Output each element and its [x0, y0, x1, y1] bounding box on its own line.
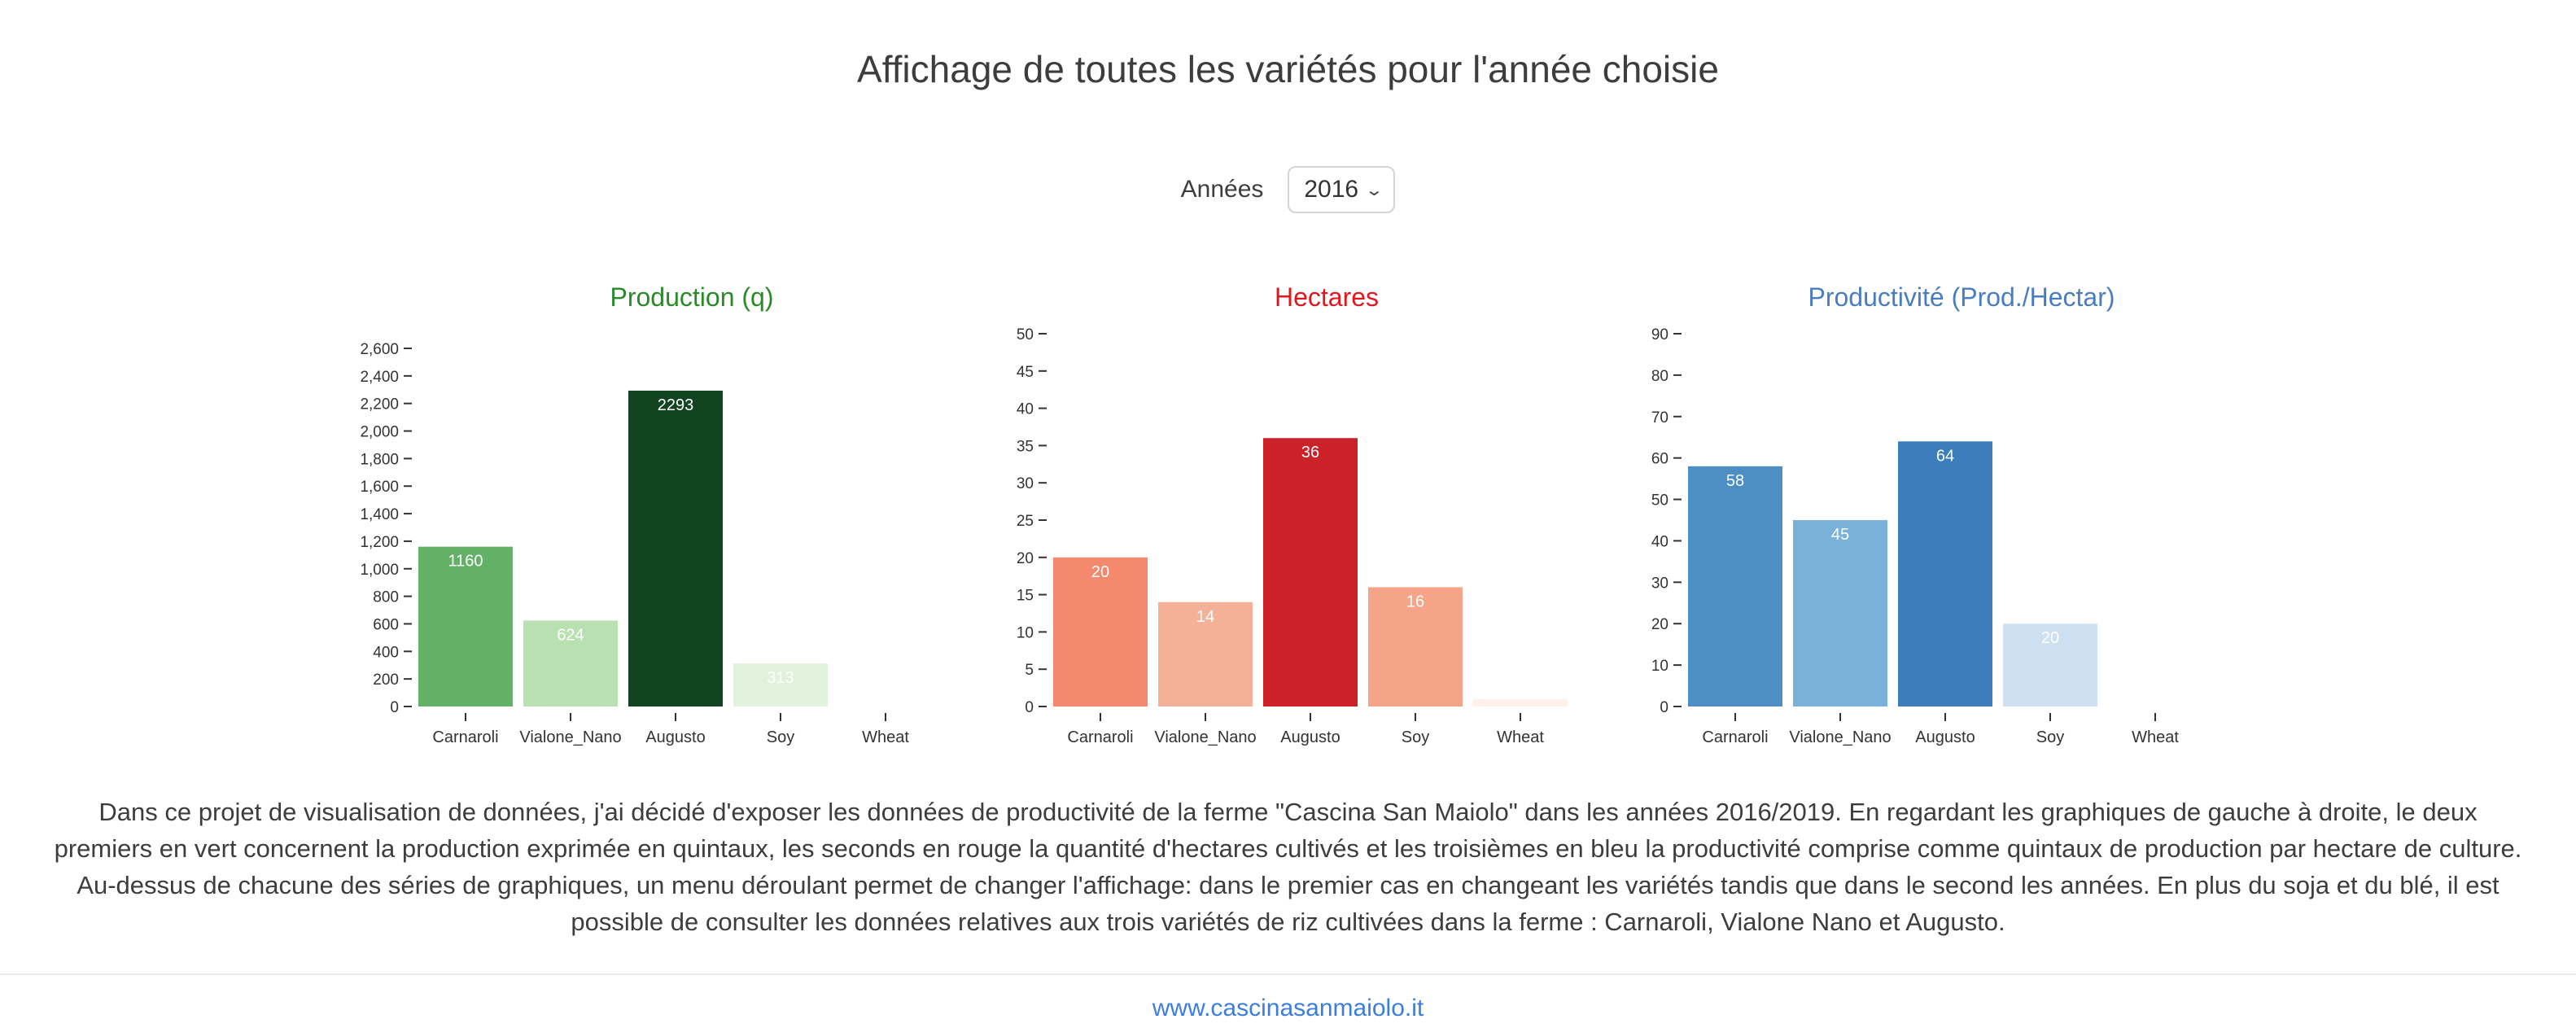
y-tick-label: 35	[1017, 438, 1034, 455]
chart-3: Productivité (Prod./Hectar) 0 10 20 30 40 50 60…	[1651, 282, 2179, 746]
x-tick-label: Augusto	[645, 728, 705, 746]
y-tick-label: 1,600	[360, 479, 399, 496]
y-tick-label: 80	[1651, 368, 1668, 385]
page-title: Affichage de toutes les variétés pour l'…	[857, 48, 1719, 90]
x-tick-label: Wheat	[1497, 728, 1544, 746]
bar-augusto	[628, 390, 723, 706]
x-tick-label: Carnaroli	[1702, 728, 1768, 746]
bar-value-label: 64	[1936, 447, 1954, 465]
bar-value-label: 58	[1726, 472, 1744, 490]
bar-value-label: 20	[2041, 629, 2059, 647]
bar-value-label: 1160	[448, 553, 483, 571]
y-tick-label: 50	[1651, 492, 1668, 510]
y-tick-label: 30	[1651, 575, 1668, 592]
y-tick-label: 1,000	[360, 562, 399, 579]
y-tick-label: 2,000	[360, 424, 399, 441]
y-tick-label: 5	[1025, 662, 1034, 679]
chart-1: Production (q) 0 200 400 600 800 1,000 1,200 1,4…	[360, 282, 909, 746]
y-tick-label: 2,600	[360, 341, 399, 358]
bar-soy	[733, 663, 828, 706]
bar-augusto	[1898, 441, 1992, 706]
bar-soy	[2003, 623, 2097, 706]
y-tick-label: 600	[373, 616, 399, 633]
bar-value-label: 20	[1091, 563, 1109, 581]
x-tick-label: Carnaroli	[1067, 728, 1133, 746]
y-tick-label: 45	[1017, 364, 1034, 381]
x-tick-label: Soy	[1402, 728, 1429, 746]
y-tick-label: 20	[1651, 616, 1668, 633]
bar-value-label: 624	[557, 626, 584, 644]
y-tick-label: 0	[1025, 699, 1034, 716]
bar-carnaroli	[1688, 466, 1782, 706]
y-tick-label: 25	[1017, 513, 1034, 530]
x-tick-label: Augusto	[1915, 728, 1975, 746]
chevron-down-icon: ⌄	[1364, 181, 1384, 199]
y-tick-label: 1,200	[360, 534, 399, 551]
bar-value-label: 16	[1406, 593, 1424, 610]
bar-vialone-nano	[1158, 601, 1253, 706]
y-tick-label: 15	[1017, 588, 1034, 605]
y-tick-label: 10	[1017, 624, 1034, 641]
charts-area: Production (q)02004006008001,0001,2001,4…	[360, 282, 2179, 746]
bar-soy	[1368, 587, 1463, 706]
y-tick-label: 50	[1017, 326, 1034, 343]
year-label: Années	[1180, 176, 1264, 203]
y-tick-label: 90	[1651, 326, 1668, 343]
bar-value-label: 36	[1301, 444, 1319, 462]
x-tick-label: Soy	[767, 728, 794, 746]
x-tick-label: Vialone_Nano	[1789, 728, 1891, 746]
x-tick-label: Soy	[2036, 728, 2064, 746]
footer-divider	[0, 973, 2576, 975]
y-tick-label: 40	[1651, 533, 1668, 550]
y-tick-label: 2,400	[360, 369, 399, 386]
x-tick-label: Augusto	[1280, 728, 1340, 746]
x-tick-label: Vialone_Nano	[519, 728, 621, 746]
bar-vialone-nano	[1793, 520, 1887, 706]
bar-wheat	[1473, 698, 1568, 706]
y-tick-label: 60	[1651, 451, 1668, 468]
year-select-value: 2016	[1304, 176, 1359, 203]
y-tick-label: 30	[1017, 475, 1034, 492]
y-tick-label: 0	[390, 699, 399, 716]
year-select[interactable]: 2016 ⌄	[1288, 166, 1396, 213]
bar-value-label: 45	[1831, 526, 1849, 544]
footer-link[interactable]: www.cascinasanmaiolo.it	[1152, 995, 1424, 1021]
y-tick-label: 0	[1660, 699, 1668, 716]
year-selector-row: Années 2016 ⌄	[0, 166, 2576, 213]
y-tick-label: 800	[373, 589, 399, 606]
description-text: Dans ce projet de visualisation de donné…	[54, 798, 2522, 936]
y-tick-label: 1,400	[360, 506, 399, 523]
y-tick-label: 40	[1017, 401, 1034, 418]
y-tick-label: 10	[1651, 658, 1668, 675]
bar-carnaroli	[1053, 557, 1148, 706]
y-tick-label: 2,200	[360, 396, 399, 413]
chart-title: Hectares	[1275, 282, 1379, 312]
bar-value-label: 14	[1196, 608, 1214, 626]
x-tick-label: Carnaroli	[432, 728, 498, 746]
x-tick-label: Wheat	[862, 728, 909, 746]
y-tick-label: 200	[373, 671, 399, 689]
chart-2: Hectares 0 5 10 15 20 25 30 35 40 45 50 20 Carnaroli 1…	[1017, 282, 1568, 746]
y-tick-label: 400	[373, 644, 399, 661]
x-tick-label: Wheat	[2132, 728, 2179, 746]
y-tick-label: 20	[1017, 550, 1034, 567]
bar-value-label: 2293	[658, 396, 694, 414]
chart-title: Productivité (Prod./Hectar)	[1808, 282, 2115, 312]
chart-title: Production (q)	[610, 282, 774, 312]
bar-value-label: 313	[767, 669, 794, 687]
bar-vialone-nano	[523, 620, 618, 706]
x-tick-label: Vialone_Nano	[1154, 728, 1256, 746]
bar-carnaroli	[418, 546, 513, 706]
y-tick-label: 1,800	[360, 451, 399, 468]
y-tick-label: 70	[1651, 409, 1668, 427]
bar-augusto	[1263, 438, 1358, 706]
